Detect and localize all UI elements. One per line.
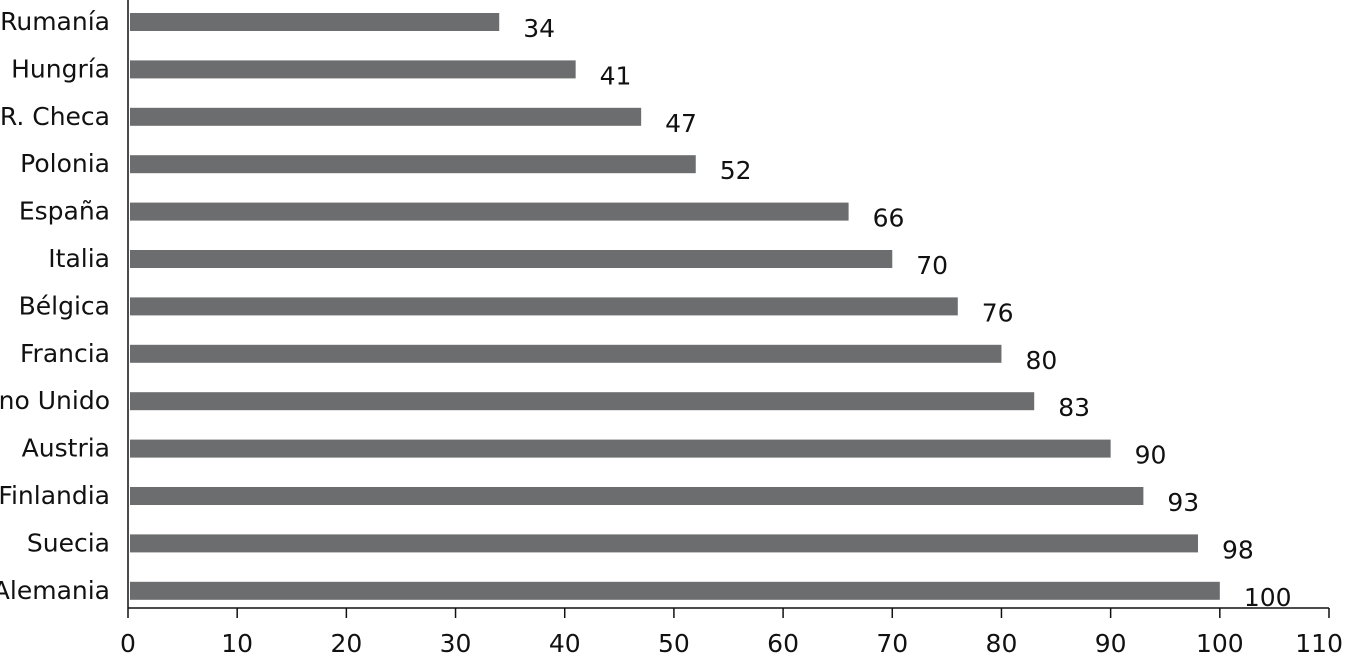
category-label: Rumanía bbox=[0, 7, 110, 36]
category-label: Francia bbox=[20, 339, 110, 368]
bar bbox=[130, 534, 1198, 553]
bar bbox=[130, 250, 893, 268]
category-label: Austria bbox=[22, 434, 110, 463]
bar bbox=[130, 297, 958, 316]
x-tick-label: 20 bbox=[330, 629, 362, 658]
x-tick-label: 10 bbox=[221, 629, 253, 658]
x-tick-label: 90 bbox=[1095, 629, 1127, 658]
value-label: 100 bbox=[1244, 583, 1292, 612]
bar bbox=[130, 155, 696, 174]
category-label: España bbox=[19, 197, 110, 226]
x-tick-label: 30 bbox=[440, 629, 472, 658]
bar bbox=[130, 392, 1035, 411]
category-label: Bélgica bbox=[19, 291, 110, 320]
value-label: 93 bbox=[1167, 488, 1199, 517]
value-label: 70 bbox=[916, 251, 948, 280]
bars-group bbox=[130, 13, 1220, 600]
x-tick-label: 80 bbox=[986, 629, 1018, 658]
bar bbox=[130, 60, 576, 79]
value-label: 90 bbox=[1135, 441, 1167, 470]
value-label: 34 bbox=[523, 14, 555, 43]
bar bbox=[130, 107, 642, 126]
x-axis: 0 10 20 30 40 50 60 70 80 90 100 110 bbox=[120, 0, 1343, 658]
value-label: 98 bbox=[1222, 535, 1254, 564]
category-label: Polonia bbox=[20, 149, 110, 178]
x-tick-label: 110 bbox=[1295, 629, 1343, 658]
x-tick-label: 0 bbox=[120, 629, 136, 658]
value-label: 41 bbox=[600, 61, 632, 90]
value-label: 52 bbox=[720, 156, 752, 185]
value-label: 66 bbox=[873, 204, 905, 233]
bar bbox=[130, 344, 1002, 363]
x-tick-label: 60 bbox=[767, 629, 799, 658]
bar bbox=[130, 13, 500, 31]
category-label: Reino Unido bbox=[0, 386, 110, 415]
value-label: 76 bbox=[982, 298, 1014, 327]
category-label: Italia bbox=[48, 244, 110, 273]
category-labels-group: Rumanía Hungría R. Checa Polonia España Itali… bbox=[0, 7, 110, 605]
bar bbox=[130, 487, 1144, 505]
x-tick-label: 70 bbox=[876, 629, 908, 658]
value-label: 80 bbox=[1025, 346, 1057, 375]
x-tick-label: 100 bbox=[1196, 629, 1244, 658]
bar bbox=[130, 202, 849, 221]
category-label: Alemania bbox=[0, 576, 110, 605]
category-label: R. Checa bbox=[0, 102, 110, 131]
x-tick-label: 50 bbox=[658, 629, 690, 658]
value-label: 83 bbox=[1058, 393, 1090, 422]
category-label: Hungría bbox=[11, 54, 110, 83]
bar bbox=[130, 439, 1111, 458]
x-tick-label: 40 bbox=[549, 629, 581, 658]
value-label: 47 bbox=[665, 109, 697, 138]
category-label: Finlandia bbox=[0, 481, 110, 510]
category-label: Suecia bbox=[27, 528, 110, 557]
bar bbox=[130, 581, 1220, 600]
